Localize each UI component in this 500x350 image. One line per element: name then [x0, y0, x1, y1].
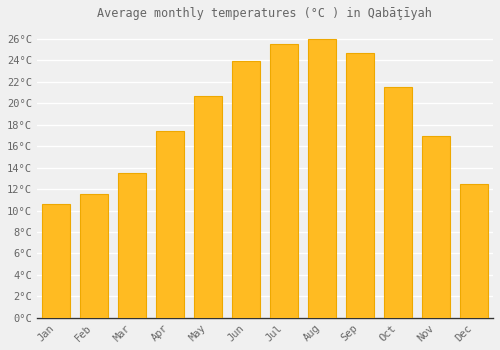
Bar [422, 136, 450, 318]
Bar [308, 39, 336, 318]
Bar [460, 184, 488, 318]
Bar [118, 173, 146, 318]
Bar [194, 96, 222, 318]
Bar [346, 53, 374, 318]
Bar [42, 204, 70, 318]
Bar [80, 195, 108, 318]
Title: Average monthly temperatures (°C ) in Qabāţīyah: Average monthly temperatures (°C ) in Qa… [98, 7, 432, 20]
Bar [270, 44, 298, 318]
Bar [156, 131, 184, 318]
Bar [384, 87, 412, 318]
Bar [232, 61, 260, 318]
